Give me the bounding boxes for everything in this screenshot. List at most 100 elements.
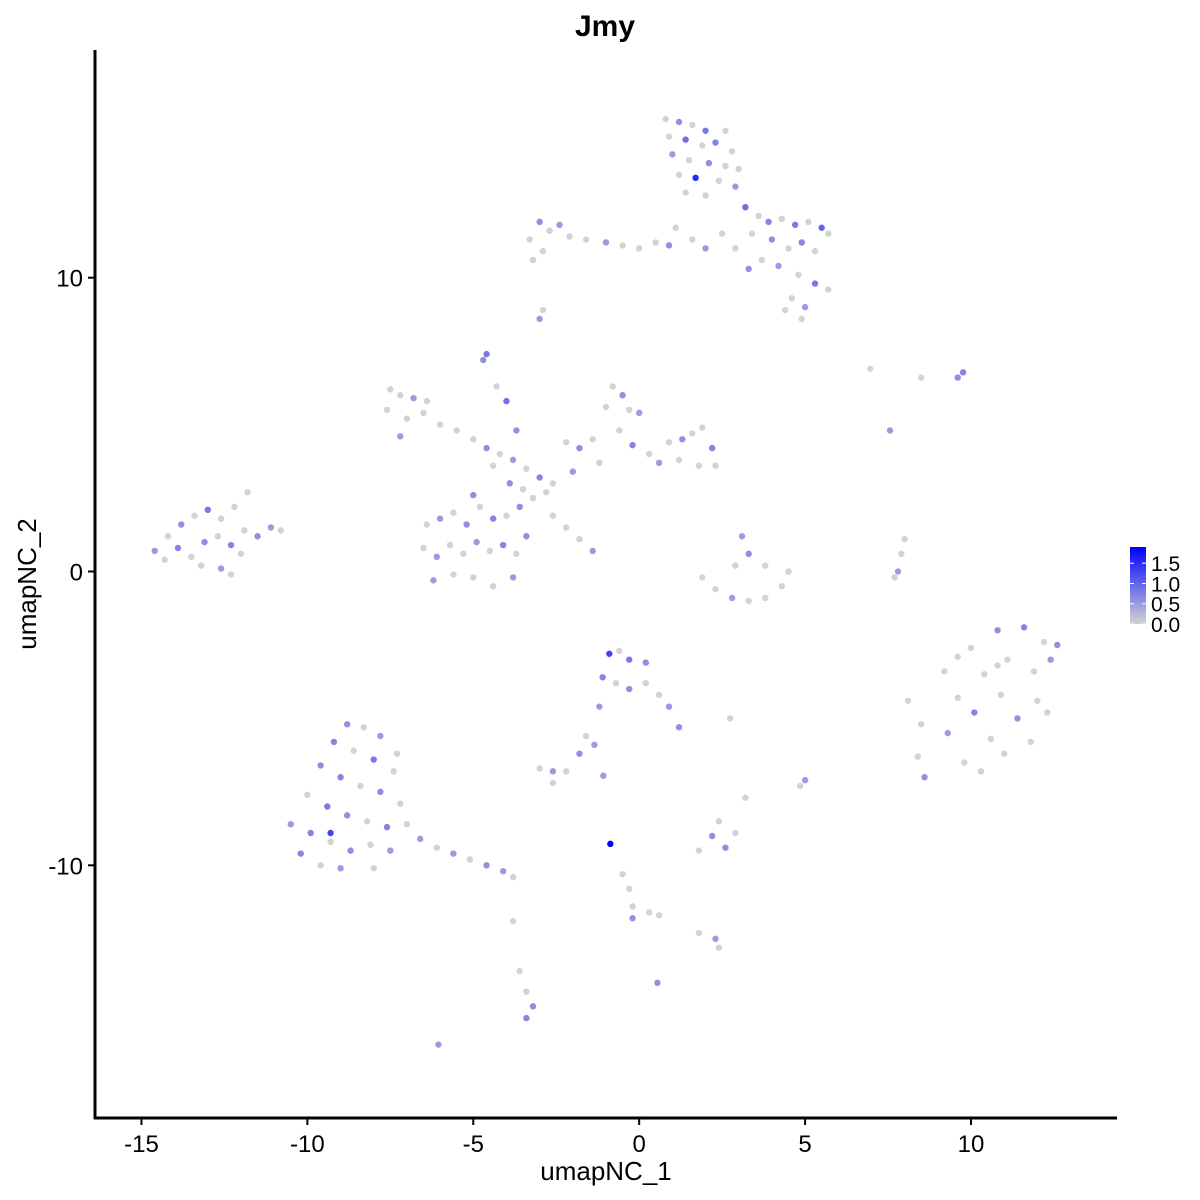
cell-point xyxy=(685,156,693,164)
cell-point xyxy=(1054,641,1061,649)
cell-point xyxy=(762,562,769,569)
cell-point xyxy=(324,803,331,810)
cell-point xyxy=(435,1041,442,1048)
cell-point xyxy=(516,967,523,975)
cell-point xyxy=(503,512,510,519)
cell-point xyxy=(715,177,723,184)
cell-point xyxy=(695,847,703,854)
cell-point xyxy=(898,550,905,558)
cell-point xyxy=(582,236,590,243)
cell-point xyxy=(894,568,902,575)
cell-point xyxy=(509,873,517,881)
cell-point xyxy=(745,550,752,558)
cell-point xyxy=(529,1003,537,1010)
cell-point xyxy=(489,583,497,590)
cell-point xyxy=(317,762,324,769)
cell-point xyxy=(556,221,563,229)
cell-point xyxy=(201,538,208,546)
colorbar xyxy=(1130,547,1146,624)
cell-point xyxy=(237,550,245,558)
cell-point xyxy=(967,644,975,652)
cell-point xyxy=(728,148,736,155)
x-tick-label: -15 xyxy=(124,1131,159,1158)
cell-point xyxy=(765,218,772,226)
cell-point xyxy=(712,462,719,469)
cell-point xyxy=(619,242,626,249)
cell-point xyxy=(745,597,752,605)
cell-point xyxy=(360,724,367,731)
cell-point xyxy=(712,585,719,593)
cell-point xyxy=(994,627,1001,634)
cell-point xyxy=(702,127,709,134)
cell-point xyxy=(450,850,457,857)
cell-point xyxy=(918,721,925,728)
cell-point xyxy=(377,732,384,740)
cell-point xyxy=(825,286,832,293)
cell-point xyxy=(397,392,404,399)
cell-point xyxy=(589,436,596,443)
cell-point xyxy=(470,436,477,443)
cell-point xyxy=(645,450,653,458)
cell-point xyxy=(748,230,756,237)
cell-point xyxy=(519,486,527,493)
cell-point xyxy=(805,218,812,226)
cell-point xyxy=(699,142,706,149)
cell-point xyxy=(811,280,819,287)
cell-point xyxy=(682,136,689,143)
cell-point xyxy=(423,397,431,405)
x-tick-label: 10 xyxy=(958,1131,985,1158)
cell-point xyxy=(742,203,749,211)
cell-point xyxy=(506,480,513,487)
cell-point xyxy=(758,256,766,264)
cell-point xyxy=(609,383,616,390)
cell-point xyxy=(241,527,248,534)
cell-point xyxy=(217,515,225,522)
cell-point xyxy=(675,724,683,731)
cell-point xyxy=(954,374,961,381)
cell-point xyxy=(453,427,460,434)
cell-point xyxy=(513,550,520,558)
cell-point xyxy=(626,656,633,663)
cell-point xyxy=(526,236,533,243)
cell-point xyxy=(708,832,716,840)
cell-point xyxy=(403,820,411,828)
cell-point xyxy=(343,721,351,728)
cell-point xyxy=(918,374,925,381)
cell-point xyxy=(483,862,490,869)
cell-point xyxy=(599,674,606,681)
cell-point xyxy=(708,444,716,452)
cell-point xyxy=(529,494,537,502)
cell-point xyxy=(227,571,235,578)
cell-point xyxy=(267,524,275,531)
cell-point xyxy=(536,765,543,772)
cell-point xyxy=(1027,738,1034,746)
cell-point xyxy=(866,365,874,372)
cell-point xyxy=(466,856,474,863)
cell-point xyxy=(1030,668,1038,675)
cell-point xyxy=(377,788,384,796)
cell-point xyxy=(591,741,598,749)
cell-point xyxy=(430,577,437,584)
cell-point xyxy=(317,862,324,869)
cell-point xyxy=(629,903,636,910)
cell-point xyxy=(997,691,1005,699)
cell-point xyxy=(702,245,709,252)
cell-point xyxy=(543,488,550,496)
cell-point xyxy=(675,118,683,126)
cell-point xyxy=(350,747,358,754)
cell-point xyxy=(732,562,739,569)
cell-point xyxy=(582,732,590,740)
cell-point xyxy=(914,753,922,760)
cell-point xyxy=(387,386,394,393)
cell-point xyxy=(788,295,796,302)
cell-point xyxy=(489,462,497,469)
cell-point xyxy=(589,547,596,555)
cell-point xyxy=(197,562,205,569)
cell-point xyxy=(523,533,530,540)
cell-point xyxy=(722,127,729,134)
cell-point xyxy=(768,236,776,243)
cell-point xyxy=(795,271,802,278)
cell-point xyxy=(450,509,457,516)
cell-point xyxy=(446,541,454,549)
cell-point xyxy=(523,465,530,472)
